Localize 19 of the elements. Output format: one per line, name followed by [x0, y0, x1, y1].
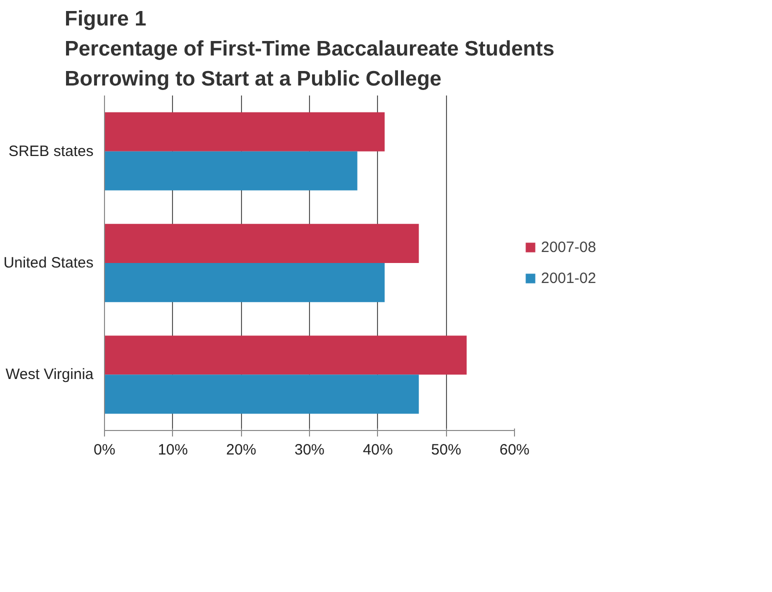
legend-label: 2007-08	[541, 238, 596, 256]
bar	[104, 374, 419, 414]
legend-label: 2001-02	[541, 270, 596, 286]
bar	[104, 151, 358, 190]
x-tick-label: 30%	[294, 442, 325, 458]
x-tick-label: 60%	[499, 442, 530, 458]
x-tick-label: 20%	[226, 442, 256, 458]
y-tick-label: SREB states	[8, 142, 94, 160]
bar	[104, 112, 385, 152]
bar	[104, 224, 419, 263]
chart-title: Figure 1 Percentage of First-Time Baccalaureate Students Borrowing to Start at a Public College	[64, 8, 554, 90]
y-tick-label: United States	[3, 254, 94, 272]
bar	[104, 336, 467, 375]
x-tick-label: 0%	[94, 442, 116, 458]
bar	[104, 263, 385, 302]
x-tick-label: 50%	[431, 442, 462, 458]
y-tick-label: West Virginia	[6, 366, 94, 384]
x-tick-label: 40%	[362, 442, 393, 458]
x-tick-label: 10%	[158, 442, 188, 458]
